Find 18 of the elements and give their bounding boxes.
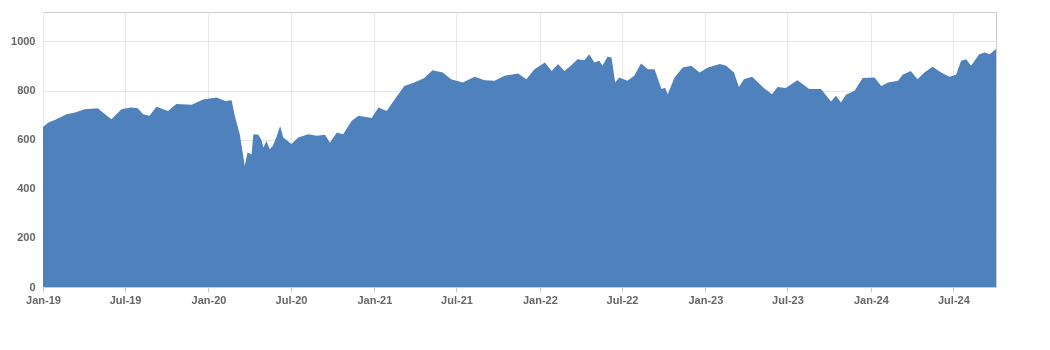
x-tick-label: Jul-22: [606, 293, 639, 306]
x-tick-label: Jul-24: [937, 293, 971, 306]
y-tick-label: 0: [29, 280, 36, 293]
x-tick-label: Jan-20: [191, 293, 227, 306]
y-tick-label: 200: [17, 231, 36, 244]
x-tick-label: Jan-21: [357, 293, 393, 306]
x-tick-label: Jan-22: [522, 293, 558, 306]
x-tick-label: Jul-23: [772, 293, 804, 306]
x-tick-label: Jan-23: [688, 293, 724, 306]
x-tick-label: Jan-19: [26, 293, 61, 306]
x-tick-label: Jan-24: [853, 293, 890, 306]
x-tick-label: Jul-20: [275, 293, 308, 306]
y-tick-label: 600: [17, 133, 36, 146]
y-tick-label: 1000: [11, 34, 36, 47]
x-tick-label: Jul-21: [441, 293, 473, 306]
x-tick-label: Jul-19: [109, 293, 142, 306]
y-tick-label: 800: [17, 84, 36, 97]
y-tick-label: 400: [17, 182, 36, 195]
